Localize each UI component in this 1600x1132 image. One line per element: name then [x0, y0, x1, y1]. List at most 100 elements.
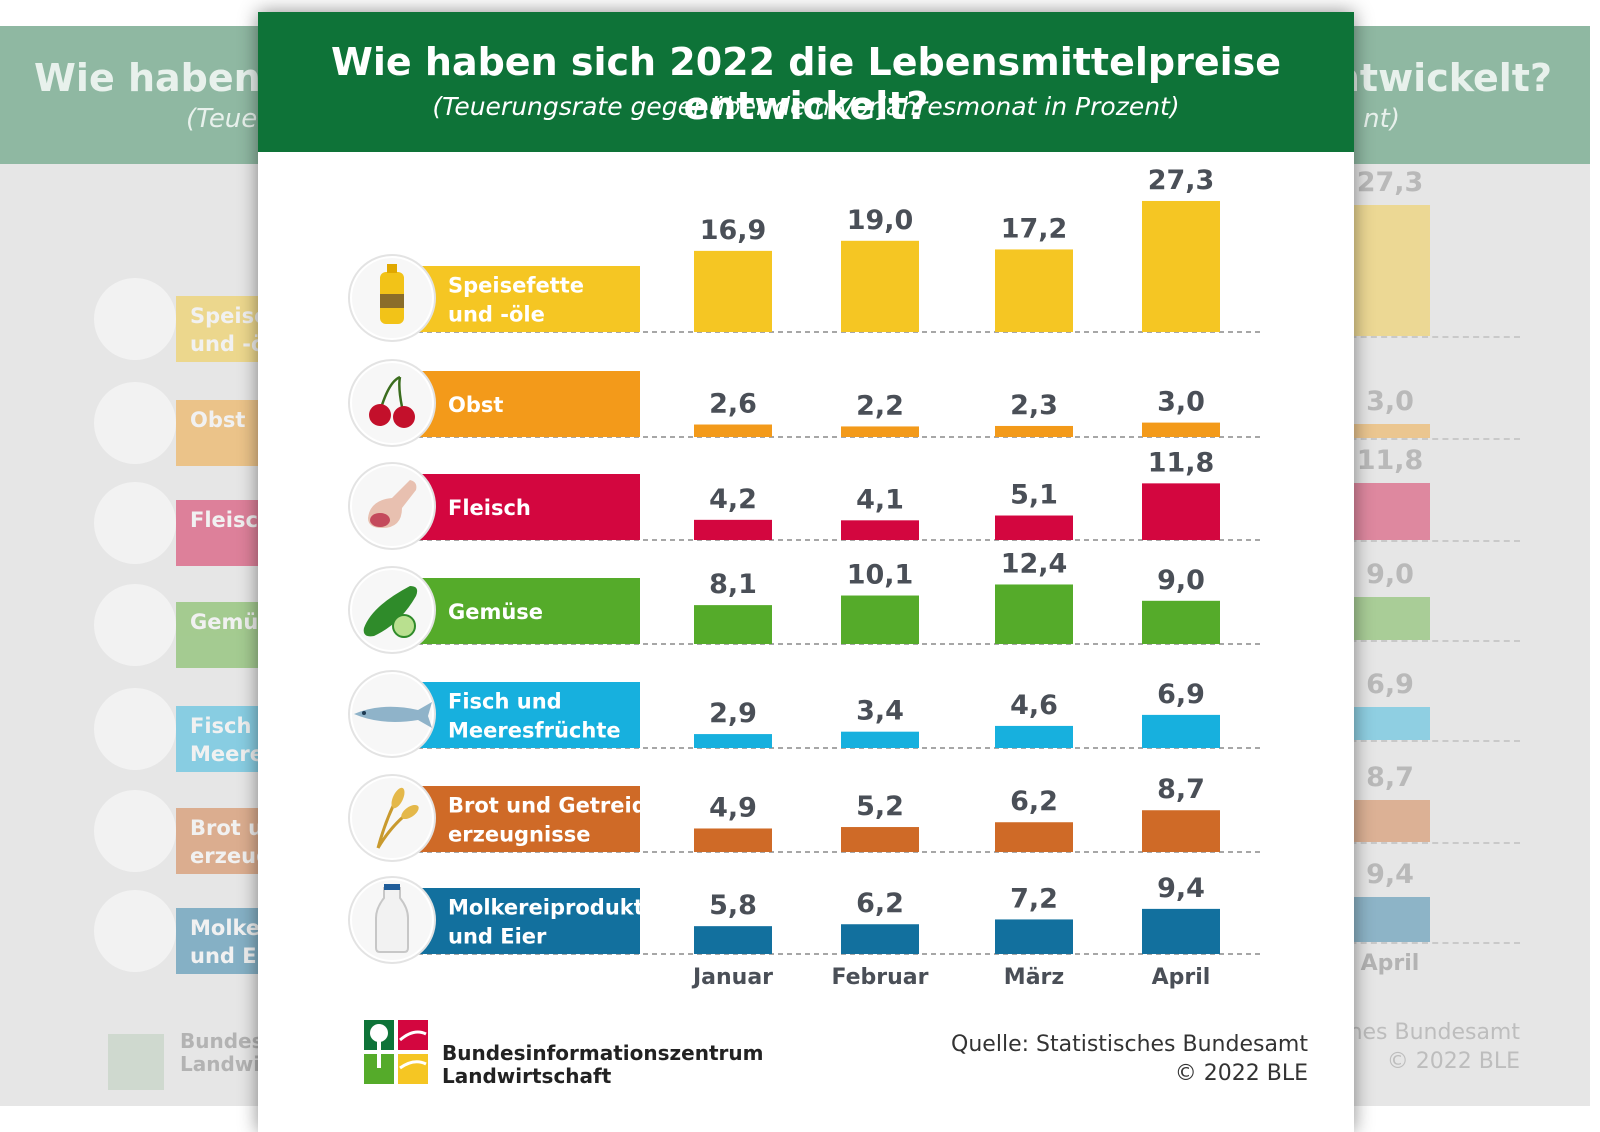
series-row-3: Fleisch 4,2 4,1 5,1 11,8 — [348, 447, 1262, 550]
ghost-baseline — [1330, 336, 1520, 338]
bar-value-label: 3,0 — [1157, 387, 1205, 418]
ghost-bar — [1350, 896, 1430, 942]
ghost-baseline — [1330, 740, 1520, 742]
ghost-category-label-line: Molker — [190, 916, 271, 940]
bar-value-label: 8,7 — [1157, 774, 1205, 805]
bar-märz — [995, 515, 1073, 540]
ghost-category-label-line: Obst — [190, 408, 246, 432]
ghost-icon-badge — [94, 382, 176, 464]
ghost-baseline — [1330, 540, 1520, 542]
bar-märz — [995, 425, 1073, 437]
grain-ear — [401, 804, 419, 820]
category-label-box — [418, 786, 640, 852]
category-label-text: und -öle — [448, 303, 545, 327]
bar-januar — [694, 424, 772, 437]
ghost-title: ntwickelt? — [1332, 56, 1552, 100]
category-label-text: Obst — [448, 393, 503, 417]
ghost-icon-badge — [94, 482, 176, 564]
ghost-logo — [108, 1034, 164, 1090]
ghost-icon-badge — [94, 790, 176, 872]
bar-value-label: 5,8 — [709, 890, 757, 921]
category-label-text: Fisch und — [448, 690, 562, 714]
source-line: Quelle: Statistisches Bundesamt — [951, 1032, 1308, 1057]
icon-badge-inner — [352, 778, 432, 858]
month-tick-label: Januar — [691, 965, 773, 990]
ghost-baseline — [1330, 438, 1520, 440]
ghost-bar-value: 6,9 — [1366, 668, 1414, 700]
oil-bottle-icon — [348, 254, 436, 342]
bar-value-label: 10,1 — [847, 560, 914, 591]
ghost-bar-value: 11,8 — [1356, 445, 1424, 477]
bottle-cap — [387, 264, 397, 273]
category-label-box — [418, 474, 640, 540]
category-label-text: Molkereiprodukte — [448, 896, 658, 920]
bar-value-label: 7,2 — [1010, 883, 1058, 914]
series-row-2: Obst 2,6 2,2 2,3 3,0 — [348, 359, 1262, 447]
cherry-stem — [380, 375, 404, 408]
bar-april — [1142, 600, 1220, 644]
ghost-bar-value: 9,4 — [1366, 858, 1414, 890]
ghost-month: April — [1360, 951, 1420, 976]
ghost-bar-value: 8,7 — [1366, 762, 1414, 794]
bar-februar — [841, 731, 919, 748]
bar-value-label: 6,9 — [1157, 679, 1205, 710]
fish-icon — [348, 670, 436, 758]
ghost-category-label-line: erzeug — [190, 844, 272, 868]
ghost-icon-badge — [94, 584, 176, 666]
copyright-line: © 2022 BLE — [1174, 1061, 1308, 1086]
bar-value-label: 9,4 — [1157, 873, 1205, 904]
bar-value-label: 4,2 — [709, 484, 757, 515]
fish-body — [354, 702, 432, 728]
bar-value-label: 3,4 — [856, 696, 904, 727]
ghost-baseline — [1330, 942, 1520, 944]
category-label-box — [418, 888, 640, 954]
series-row-6: Brot und Getreide-erzeugnisse 4,9 5,2 6,2 8,… — [348, 774, 1262, 862]
category-label-text: Speisefette — [448, 274, 584, 298]
ghost-icon-badge — [94, 688, 176, 770]
bar-value-label: 9,0 — [1157, 565, 1205, 596]
series-row-5: Fisch und Meeresfrüchte 2,9 3,4 4,6 6,9 — [348, 670, 1262, 758]
bar-april — [1142, 200, 1220, 332]
ghost-category-label: Brot ur erzeug — [176, 808, 300, 874]
bar-april — [1142, 422, 1220, 437]
bottle-label — [380, 294, 404, 308]
bar-april — [1142, 714, 1220, 748]
bar-februar — [841, 520, 919, 540]
ghost-source-line: ches Bundesamt — [1336, 1020, 1520, 1045]
organization-name: Bundesinformationszentrum Landwirtschaft — [442, 1042, 763, 1088]
milk-cap — [384, 884, 400, 890]
ghost-baseline — [1330, 842, 1520, 844]
bar-februar — [841, 595, 919, 644]
bar-value-label: 27,3 — [1148, 165, 1215, 196]
meat-cut — [370, 513, 390, 527]
ghost-category-label-line: Speise — [190, 304, 269, 328]
ghost-bar — [1350, 204, 1430, 336]
bar-value-label: 11,8 — [1148, 447, 1215, 478]
ghost-bar — [1350, 596, 1430, 640]
category-label-text: und Eier — [448, 925, 547, 949]
organization-line-1: Bundesinformationszentrum — [442, 1041, 764, 1065]
icon-badge-inner — [352, 363, 432, 443]
bar-value-label: 2,3 — [1010, 390, 1058, 421]
bar-januar — [694, 250, 772, 332]
category-label-text: erzeugnisse — [448, 823, 590, 847]
meat-icon — [348, 462, 436, 550]
category-label-text: Gemüse — [448, 600, 543, 624]
fish-eye — [362, 711, 366, 715]
cucumber-slice — [392, 614, 416, 638]
ghost-bar — [1350, 800, 1430, 842]
background-copy-left: Wie haben si (Teuer Speise und -öl Obst Fle… — [0, 26, 300, 1106]
category-label-box — [418, 266, 640, 332]
ghost-bar — [1350, 483, 1430, 540]
bar-value-label: 2,2 — [856, 390, 904, 421]
month-tick-label: Februar — [831, 965, 928, 990]
bar-value-label: 17,2 — [1001, 213, 1068, 244]
bar-februar — [841, 827, 919, 852]
bar-chart: Speisefette und -öle 16,9 19,0 17,2 27,3 Obst 2… — [348, 165, 1262, 990]
category-label-box — [418, 682, 640, 748]
bar-februar — [841, 924, 919, 954]
bar-value-label: 6,2 — [1010, 786, 1058, 817]
infographic-card: Wie haben sich 2022 die Lebensmittelprei… — [258, 12, 1354, 1132]
category-label-text: Fleisch — [448, 496, 531, 520]
bar-februar — [841, 240, 919, 332]
